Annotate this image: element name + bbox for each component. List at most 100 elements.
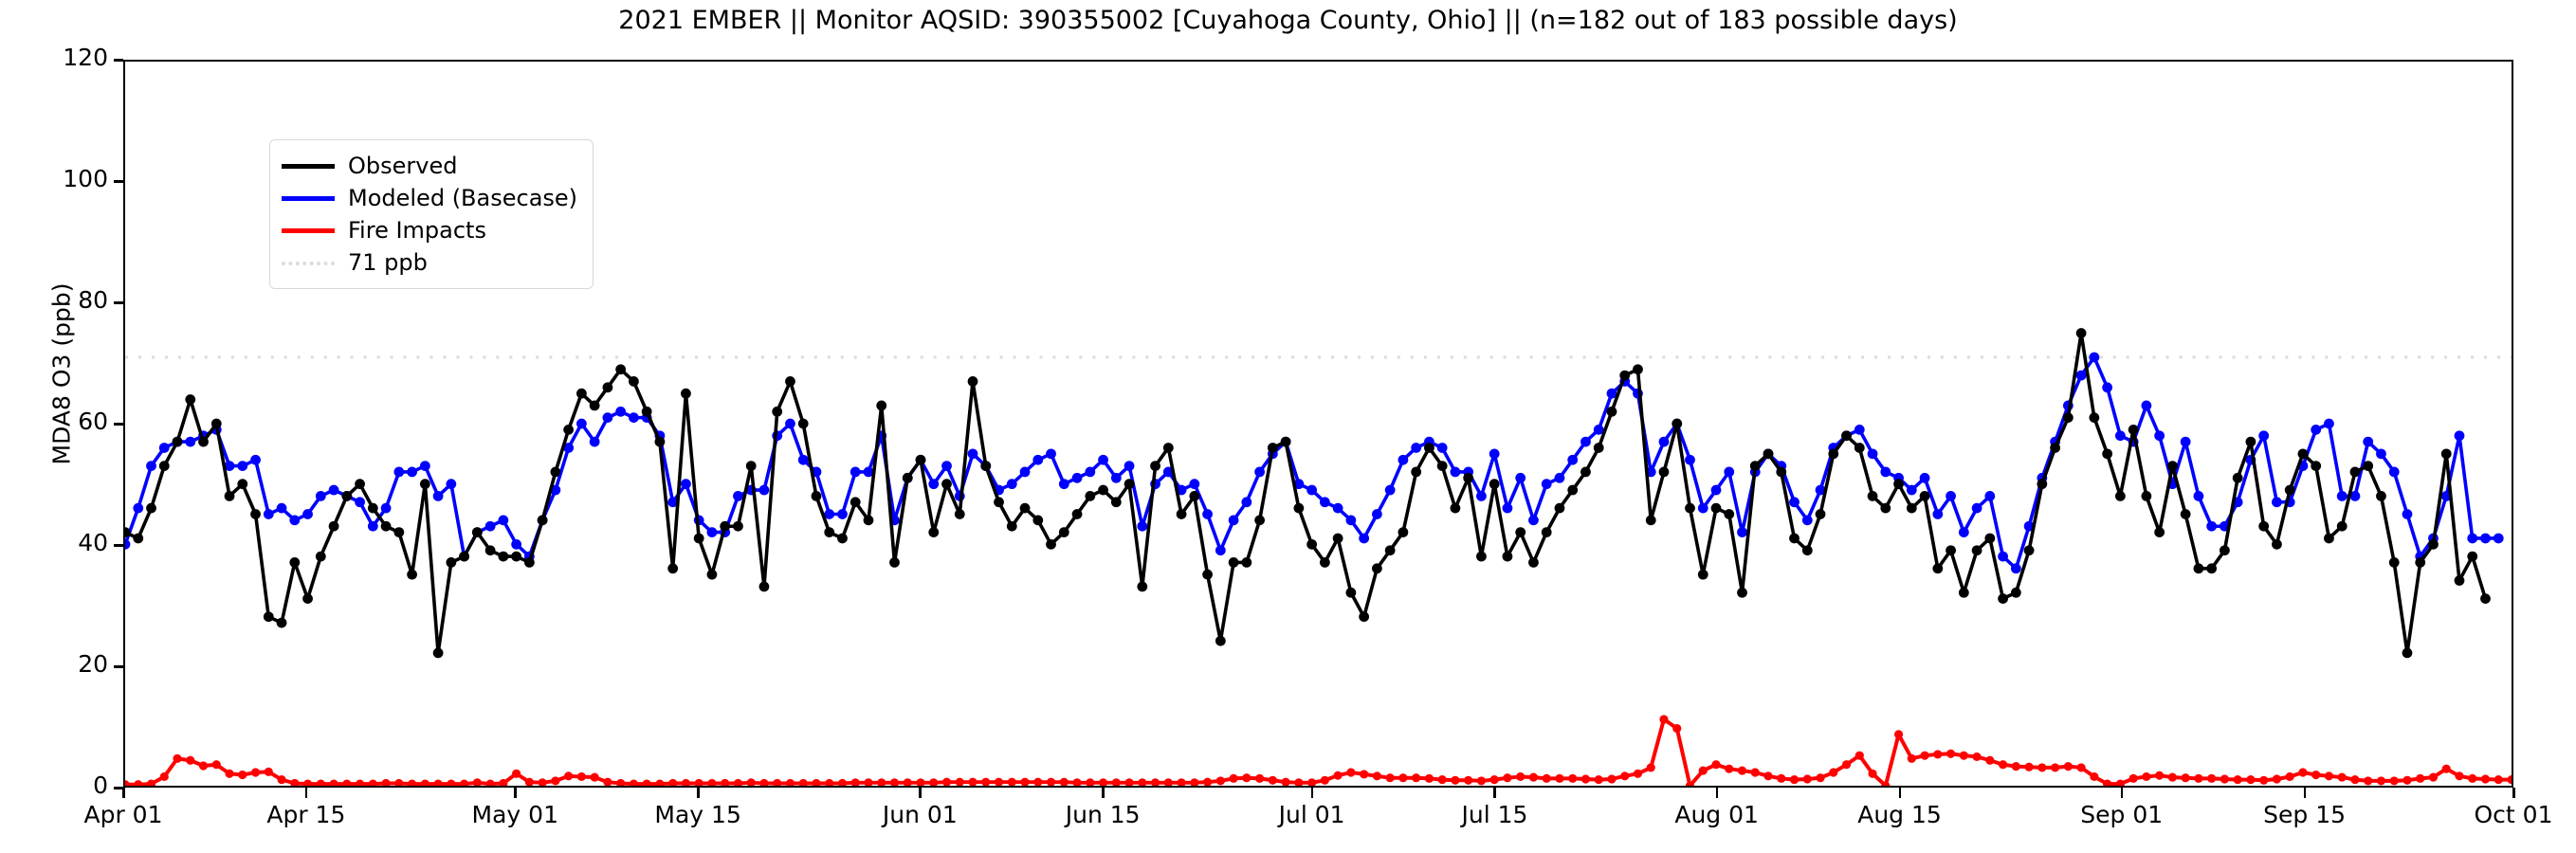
series-point <box>2037 763 2047 772</box>
series-point <box>1946 491 1956 501</box>
series-point <box>1307 778 1317 786</box>
series-point <box>2050 443 2060 453</box>
series-point <box>302 779 313 786</box>
series-point <box>276 502 287 514</box>
series-point <box>158 461 170 471</box>
x-tick-mark <box>514 788 517 798</box>
series-point <box>1436 443 1448 453</box>
series-observed <box>125 328 2491 659</box>
legend-item[interactable]: Fire Impacts <box>282 214 577 246</box>
legend-item[interactable]: Modeled (Basecase) <box>282 182 577 214</box>
series-point <box>1737 766 1747 775</box>
series-point <box>1971 502 1982 514</box>
series-point <box>2336 520 2348 532</box>
series-point <box>2272 497 2282 508</box>
series-point <box>511 538 522 550</box>
series-point <box>1450 502 1461 514</box>
series-point <box>1984 533 1996 544</box>
series-point <box>1659 715 1669 724</box>
series-point <box>210 418 222 429</box>
series-point <box>564 771 574 781</box>
series-point <box>2350 775 2360 785</box>
series-point <box>1958 527 1969 537</box>
series-point <box>941 479 952 490</box>
series-point <box>159 771 169 782</box>
series-point <box>1502 551 1513 562</box>
x-tick-mark <box>2512 788 2515 798</box>
series-point <box>1555 773 1564 783</box>
series-point <box>876 400 887 411</box>
y-tick-mark <box>114 544 123 547</box>
series-point <box>2428 772 2439 782</box>
x-tick-label: May 01 <box>471 801 558 828</box>
series-point <box>824 509 835 519</box>
series-point <box>602 382 613 393</box>
series-point <box>225 769 234 778</box>
series-point <box>2364 776 2373 786</box>
series-point <box>1580 774 1591 784</box>
series-point <box>733 491 743 501</box>
series-point <box>915 454 926 465</box>
series-point <box>1554 502 1565 514</box>
series-point <box>2311 424 2322 435</box>
y-tick-mark <box>114 59 123 62</box>
series-point <box>745 461 757 471</box>
x-tick-label: May 15 <box>654 801 741 828</box>
series-point <box>1202 569 1213 580</box>
series-point <box>2285 771 2294 782</box>
series-point <box>551 776 560 786</box>
series-point <box>250 509 261 519</box>
series-point <box>2324 533 2334 544</box>
y-tick-mark <box>114 180 123 183</box>
series-point <box>1567 454 1579 465</box>
y-tick-mark <box>114 665 123 668</box>
series-point <box>1228 557 1239 568</box>
legend-item[interactable]: 71 ppb <box>282 246 577 279</box>
series-point <box>1776 466 1787 478</box>
x-tick-label: Jun 15 <box>1065 801 1141 828</box>
series-point <box>393 466 405 478</box>
series-point <box>315 551 326 562</box>
series-point <box>1006 479 1017 490</box>
series-point <box>1542 773 1551 783</box>
series-point <box>1971 545 1982 556</box>
series-point <box>1907 753 1916 763</box>
series-point <box>629 412 639 424</box>
series-point <box>2220 774 2230 784</box>
series-point <box>250 768 261 777</box>
series-point <box>1815 484 1826 496</box>
series-point <box>1190 778 1199 786</box>
x-tick-label: Sep 01 <box>2080 801 2164 828</box>
series-point <box>773 778 782 786</box>
legend: Observed Modeled (Basecase) Fire Impacts 71… <box>269 139 594 289</box>
series-point <box>1450 466 1461 478</box>
series-point <box>785 418 795 429</box>
series-point <box>1124 461 1135 471</box>
series-point <box>1958 587 1969 598</box>
series-point <box>1124 778 1134 786</box>
series-point <box>1789 497 1800 508</box>
series-point <box>563 424 575 435</box>
series-point <box>1749 461 1761 471</box>
series-point <box>837 509 848 519</box>
series-point <box>1085 466 1096 478</box>
series-point <box>524 777 534 786</box>
series-point <box>2010 587 2021 598</box>
series-point <box>2154 430 2165 442</box>
legend-item[interactable]: Observed <box>282 150 577 182</box>
series-point <box>1345 515 1357 526</box>
series-point <box>916 778 925 786</box>
series-point <box>1972 752 1982 762</box>
series-point <box>2336 491 2348 501</box>
series-point <box>1867 491 1878 501</box>
series-point <box>172 436 183 447</box>
series-point <box>1058 479 1069 490</box>
series-point <box>289 515 301 526</box>
series-point <box>1319 557 1330 568</box>
series-point <box>146 461 156 471</box>
series-point <box>2467 551 2478 562</box>
series-point <box>1255 773 1265 783</box>
series-point <box>1554 472 1565 483</box>
series-point <box>797 454 809 465</box>
series-point <box>1568 773 1578 783</box>
